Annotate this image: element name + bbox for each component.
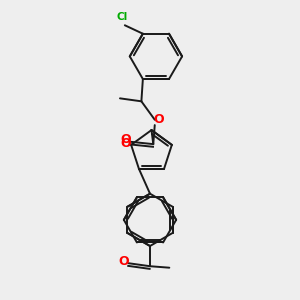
Text: O: O: [121, 137, 131, 151]
Text: O: O: [154, 113, 164, 126]
Text: O: O: [120, 134, 130, 146]
Text: Cl: Cl: [116, 12, 128, 22]
Text: O: O: [118, 255, 129, 268]
